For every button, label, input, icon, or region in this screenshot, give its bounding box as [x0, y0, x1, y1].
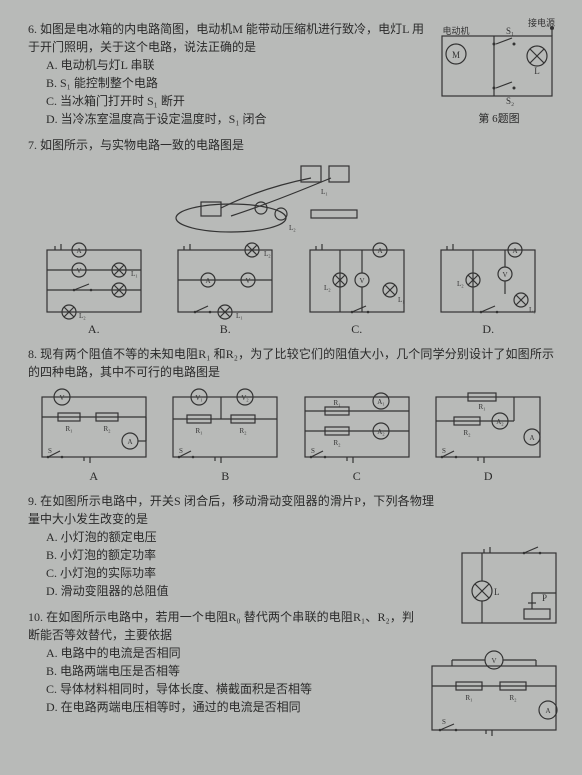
svg-text:L₁: L₁ [236, 312, 243, 320]
q8-diagram-a: V R₁ R₂ A S A [34, 387, 154, 484]
svg-text:V: V [359, 277, 364, 285]
q10-number: 10. [28, 610, 43, 624]
q9-stem: 9. 在如图所示电路中，开关S 闭合后，移动滑动变阻器的滑片P，下列各物理量中大… [28, 492, 554, 528]
q8-number: 8. [28, 347, 37, 361]
q7-label-b: B. [170, 322, 280, 337]
q7-label-c: C. [302, 322, 412, 337]
svg-text:L₂: L₂ [457, 280, 464, 288]
q10-text: 在如图所示电路中，若用一个电阻R₀ 替代两个串联的电阻R₁、R₂，判断能否等效替… [28, 610, 414, 642]
svg-text:L₁: L₁ [321, 188, 328, 196]
svg-text:A: A [76, 247, 81, 255]
q9-option-a: A. 小灯泡的额定电压 [28, 528, 554, 546]
q7-diagram-a: A V L₁ L₂ A. [39, 242, 149, 337]
q9-L: L [494, 587, 500, 597]
svg-text:L₁: L₁ [529, 306, 536, 314]
q9-P: P [542, 593, 547, 603]
q7-label-d: D. [433, 322, 543, 337]
svg-text:A₂: A₂ [497, 418, 505, 426]
svg-text:R₂: R₂ [464, 429, 472, 437]
q6-figure: M 电动机 S₁ L S₂ 接电源 第 6题图 [434, 18, 564, 126]
svg-text:A: A [127, 438, 132, 446]
svg-text:L₂: L₂ [79, 312, 86, 320]
svg-text:L₂: L₂ [289, 224, 296, 232]
svg-text:L₁: L₁ [131, 270, 138, 278]
svg-text:A: A [206, 277, 211, 285]
svg-text:R₂: R₂ [240, 427, 248, 435]
q6-motor-M: M [452, 50, 460, 60]
question-7: 7. 如图所示，与实物电路一致的电路图是 L₁ L₂ A V L₁ [28, 136, 554, 337]
question-8: 8. 现有两个阻值不等的未知电阻R₁ 和R₂，为了比较它们的阻值大小，几个同学分… [28, 345, 554, 484]
q6-power: 接电源 [528, 18, 555, 28]
svg-text:A: A [513, 247, 518, 255]
svg-text:A: A [530, 434, 535, 442]
svg-text:R₁: R₁ [333, 399, 340, 407]
svg-text:R₁: R₁ [65, 425, 72, 433]
svg-text:L₂: L₂ [264, 250, 271, 258]
q7-diagram-b: L₂ A V L₁ B. [170, 242, 280, 337]
q6-s1: S₁ [506, 26, 514, 36]
q8-diagram-c: R₁ A₁ R₂ A₂ S C [297, 387, 417, 484]
q6-fig-label: 第 6题图 [434, 110, 564, 126]
svg-text:S: S [179, 447, 183, 455]
q6-L: L [534, 66, 540, 76]
svg-text:V₁: V₁ [196, 394, 204, 402]
q8-diagram-b: V₁ V₂ R₁ R₂ S B [165, 387, 285, 484]
q8-label-c: C [297, 469, 417, 484]
q7-diagram-d: A L₂ V L₁ D. [433, 242, 543, 337]
q6-s2: S₂ [506, 96, 514, 106]
q7-stem: 7. 如图所示，与实物电路一致的电路图是 [28, 136, 554, 154]
svg-text:L₁: L₁ [398, 296, 405, 304]
q8-text: 现有两个阻值不等的未知电阻R₁ 和R₂，为了比较它们的阻值大小，几个同学分别设计… [28, 347, 554, 379]
svg-text:V: V [246, 277, 251, 285]
svg-text:R₁: R₁ [479, 403, 486, 411]
svg-text:R₂: R₂ [103, 425, 111, 433]
q10-S: S [442, 718, 446, 726]
q9-number: 9. [28, 494, 37, 508]
q9-text: 在如图所示电路中，开关S 闭合后，移动滑动变阻器的滑片P，下列各物理量中大小发生… [28, 494, 434, 526]
svg-text:R₁: R₁ [196, 427, 203, 435]
q10-R1: R₁ [465, 694, 472, 702]
svg-text:L₂: L₂ [324, 284, 331, 292]
svg-text:A₂: A₂ [377, 428, 385, 436]
q7-apparatus: L₁ L₂ [28, 158, 554, 236]
svg-text:R₂: R₂ [333, 439, 341, 447]
svg-text:V: V [503, 271, 508, 279]
svg-text:V: V [76, 267, 81, 275]
q7-label-a: A. [39, 322, 149, 337]
svg-text:A: A [377, 247, 382, 255]
svg-text:V: V [59, 394, 64, 402]
svg-text:V₂: V₂ [242, 394, 250, 402]
svg-text:S: S [311, 447, 315, 455]
q8-label-a: A [34, 469, 154, 484]
q10-figure: V R₁ R₂ A S [424, 648, 564, 740]
q8-label-d: D [428, 469, 548, 484]
q6-number: 6. [28, 22, 37, 36]
svg-text:S: S [442, 447, 446, 455]
q7-number: 7. [28, 138, 37, 152]
q8-diagram-d: R₁ R₂ A₂ A S D [428, 387, 548, 484]
svg-text:A₁: A₁ [377, 398, 385, 406]
q10-V: V [491, 657, 496, 665]
q8-options-row: V R₁ R₂ A S A V₁ V₂ R₁ R₂ [28, 387, 554, 484]
q7-diagram-c: A L₂ V L₁ C. [302, 242, 412, 337]
svg-text:S: S [48, 447, 52, 455]
q7-text: 如图所示，与实物电路一致的电路图是 [40, 138, 244, 152]
q8-stem: 8. 现有两个阻值不等的未知电阻R₁ 和R₂，为了比较它们的阻值大小，几个同学分… [28, 345, 554, 381]
q7-options-row: A V L₁ L₂ A. L₂ A V L₁ [28, 242, 554, 337]
q9-figure: L P [454, 545, 564, 631]
q6-text: 如图是电冰箱的内电路简图，电动机M 能带动压缩机进行致冷，电灯L 用于开门照明，… [28, 22, 424, 54]
q10-R2: R₂ [509, 694, 517, 702]
q10-A: A [545, 707, 550, 715]
q8-label-b: B [165, 469, 285, 484]
q6-motor-label: 电动机 [442, 25, 469, 36]
